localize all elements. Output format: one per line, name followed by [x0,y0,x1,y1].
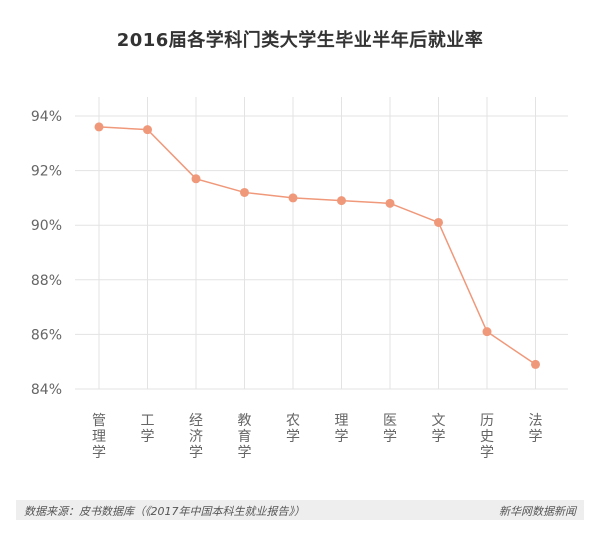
x-tick-label: 经济学 [189,413,203,461]
x-tick-label: 教育学 [238,413,252,461]
series-line [98,126,536,366]
data-point-9 [482,327,492,337]
x-tick-label: 医学 [383,413,397,445]
y-tick-label: 90% [31,218,62,234]
chart-title: 2016届各学科门类大学生毕业半年后就业率 [116,30,484,51]
x-tick-label: 管理学 [92,413,106,461]
data-point-1 [94,122,104,132]
data-point-2 [143,125,152,135]
x-tick-label: 历史学 [480,413,494,461]
grid [75,97,568,390]
data-point-3 [191,174,201,184]
data-point-7 [385,198,395,208]
series-polyline [98,126,536,366]
y-tick-label: 94% [31,109,62,125]
footer-bar: 数据来源：皮书数据库（《2017年中国本科生就业报告》） 新华网数据新闻 [16,500,584,520]
x-tick-label: 理学 [335,413,349,445]
y-tick-label: 86% [31,327,62,343]
data-point-8 [434,217,443,227]
y-axis-ticks: 84% 86% 88% 90% 92% 94% [31,109,62,398]
y-tick-label: 88% [31,273,62,289]
y-tick-label: 92% [31,164,62,180]
data-point-5 [288,193,298,203]
data-point-4 [240,187,249,197]
y-tick-label: 84% [31,382,62,398]
x-tick-label: 法学 [529,413,543,445]
brand-label: 新华网数据新闻 [499,505,576,518]
data-point-10 [531,359,540,369]
data-point-6 [337,196,346,206]
series-points [94,122,540,369]
x-axis-ticks: 管理学 工学 经济学 教育学 农学 理学 医学 文学 历史学 法学 [92,413,543,461]
data-source: 数据来源：皮书数据库（《2017年中国本科生就业报告》） [24,505,305,518]
x-tick-label: 工学 [141,413,155,445]
x-tick-label: 文学 [432,413,446,445]
x-tick-label: 农学 [286,413,300,445]
